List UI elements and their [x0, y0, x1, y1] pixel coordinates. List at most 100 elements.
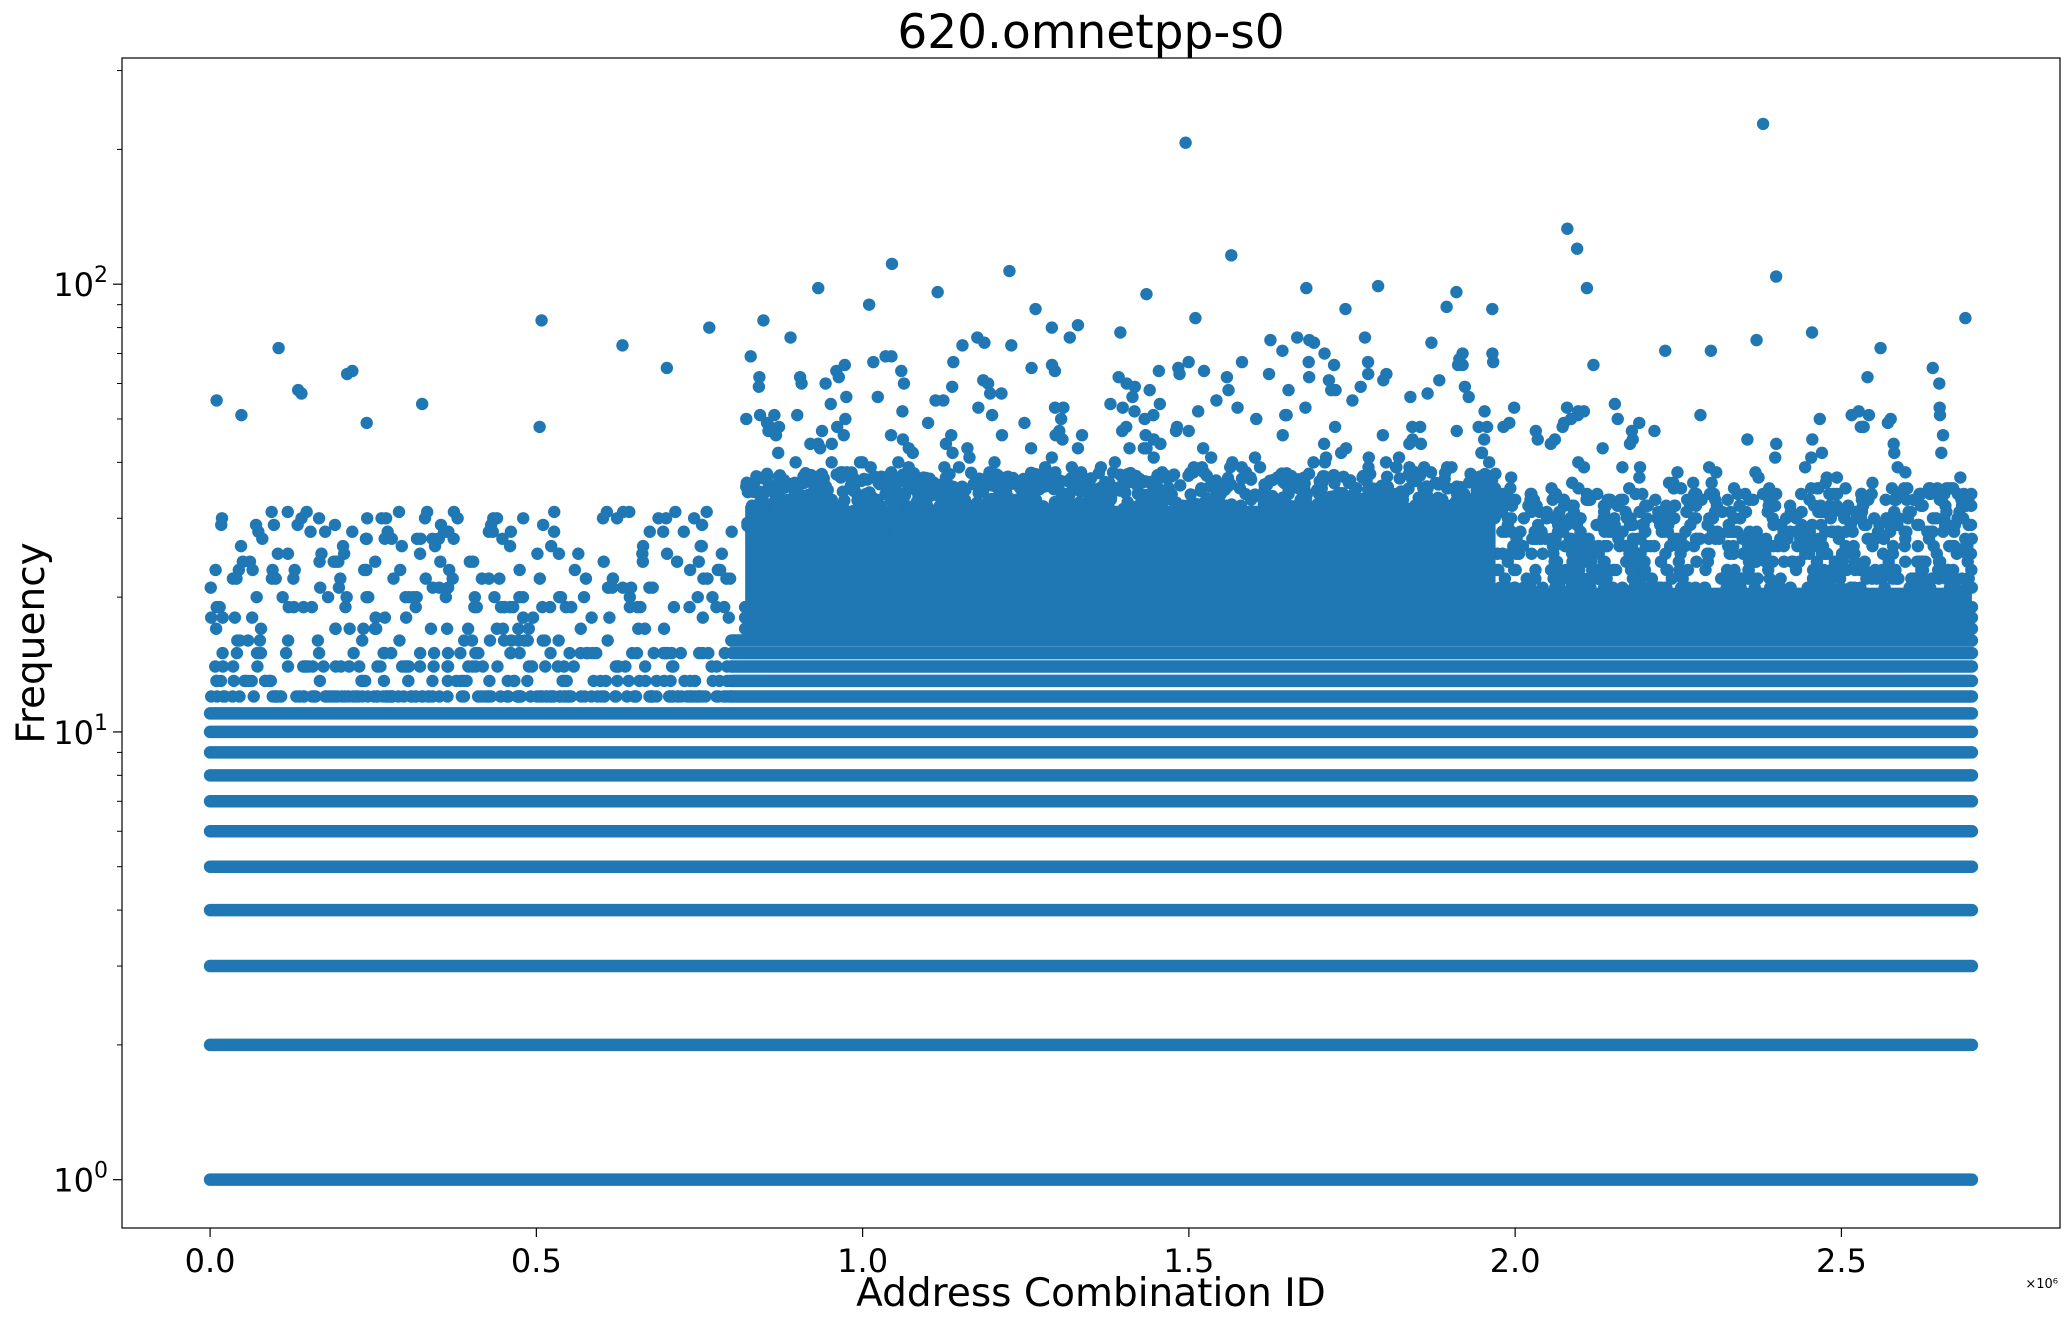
outlier-point — [1561, 222, 1574, 235]
data-point — [1402, 482, 1415, 495]
data-point — [1545, 482, 1558, 495]
data-point — [647, 646, 660, 660]
data-point — [394, 563, 407, 577]
data-point — [1140, 442, 1153, 455]
data-point — [1362, 451, 1375, 464]
data-point — [399, 611, 413, 624]
data-point — [1783, 499, 1797, 512]
data-point — [1191, 405, 1205, 418]
outlier-point — [1769, 270, 1783, 283]
x-tick-label: 0.0 — [185, 1242, 236, 1280]
data-point — [860, 503, 873, 516]
data-point — [371, 660, 384, 673]
data-point — [1777, 555, 1791, 568]
data-point — [1248, 451, 1262, 464]
data-point — [216, 646, 229, 660]
data-point — [896, 405, 909, 418]
outlier-point — [703, 321, 716, 334]
data-point — [1659, 547, 1672, 560]
data-point — [1327, 519, 1340, 532]
data-point — [824, 397, 837, 411]
data-point — [1531, 433, 1544, 446]
data-point — [1334, 446, 1348, 460]
data-point — [1633, 416, 1646, 430]
data-point — [1455, 506, 1468, 519]
data-point — [434, 518, 448, 532]
data-point — [1507, 401, 1521, 414]
data-point — [1631, 532, 1644, 545]
x-axis-ticks: 0.0 0.5 1.0 1.5 2.0 2.5 — [185, 1228, 1867, 1280]
data-point — [1576, 555, 1590, 568]
y-tick-exponent: 0 — [94, 1159, 108, 1184]
data-point — [214, 674, 228, 688]
outlier-point — [1580, 281, 1594, 295]
data-point — [853, 456, 867, 469]
data-point — [1879, 493, 1892, 506]
data-point — [977, 374, 990, 387]
outlier-point — [812, 281, 825, 295]
data-point — [267, 518, 281, 532]
outlier-point — [885, 257, 899, 271]
data-point — [210, 690, 224, 703]
data-point — [1475, 446, 1488, 460]
data-point — [1868, 512, 1881, 525]
data-point — [1625, 424, 1639, 438]
data-point — [353, 660, 366, 673]
data-point — [1119, 486, 1132, 499]
data-point — [1196, 442, 1210, 455]
data-point — [1854, 512, 1868, 525]
data-point — [1592, 539, 1605, 553]
data-point — [1553, 505, 1566, 519]
data-point — [1421, 387, 1434, 400]
outlier-point — [1071, 318, 1085, 332]
data-point — [230, 646, 244, 660]
data-point — [465, 634, 479, 647]
data-point — [360, 563, 373, 577]
data-point — [1253, 461, 1267, 474]
data-point — [1504, 493, 1517, 506]
data-point — [1158, 469, 1172, 482]
data-point — [1112, 370, 1125, 384]
data-point — [304, 525, 317, 538]
data-point — [1786, 555, 1800, 568]
data-point — [1475, 479, 1488, 492]
data-point — [1092, 466, 1106, 480]
data-point — [1072, 496, 1086, 509]
data-point — [891, 475, 904, 488]
data-point — [1767, 518, 1780, 532]
y-tick-label: 101 — [53, 711, 108, 752]
data-point — [281, 634, 295, 647]
data-point — [1127, 516, 1140, 529]
data-point — [693, 646, 706, 660]
y-tick-exponent: 1 — [94, 711, 108, 736]
data-point — [539, 660, 552, 673]
data-point — [1887, 437, 1900, 451]
data-point — [838, 358, 851, 372]
data-point — [472, 646, 485, 660]
data-point — [393, 634, 406, 647]
data-point — [392, 505, 406, 519]
data-point — [718, 646, 732, 660]
outlier-point — [1029, 302, 1042, 316]
data-point — [1794, 487, 1808, 501]
data-point — [1936, 525, 1950, 538]
data-point — [1605, 525, 1618, 538]
data-point — [1747, 572, 1760, 585]
data-point — [1018, 416, 1031, 430]
data-point — [785, 515, 798, 529]
data-point — [1932, 563, 1946, 577]
outlier-point — [1140, 287, 1153, 301]
data-point — [1560, 518, 1574, 532]
data-point — [1705, 476, 1718, 490]
data-point — [695, 518, 709, 532]
data-point — [631, 600, 644, 614]
data-point — [979, 522, 992, 535]
data-point — [643, 525, 656, 538]
data-point — [1319, 451, 1333, 464]
data-point — [1626, 572, 1640, 585]
data-point — [1141, 488, 1154, 502]
data-point — [1184, 488, 1197, 501]
data-point — [1282, 483, 1295, 497]
data-point — [1865, 487, 1878, 501]
data-point — [1540, 512, 1554, 525]
